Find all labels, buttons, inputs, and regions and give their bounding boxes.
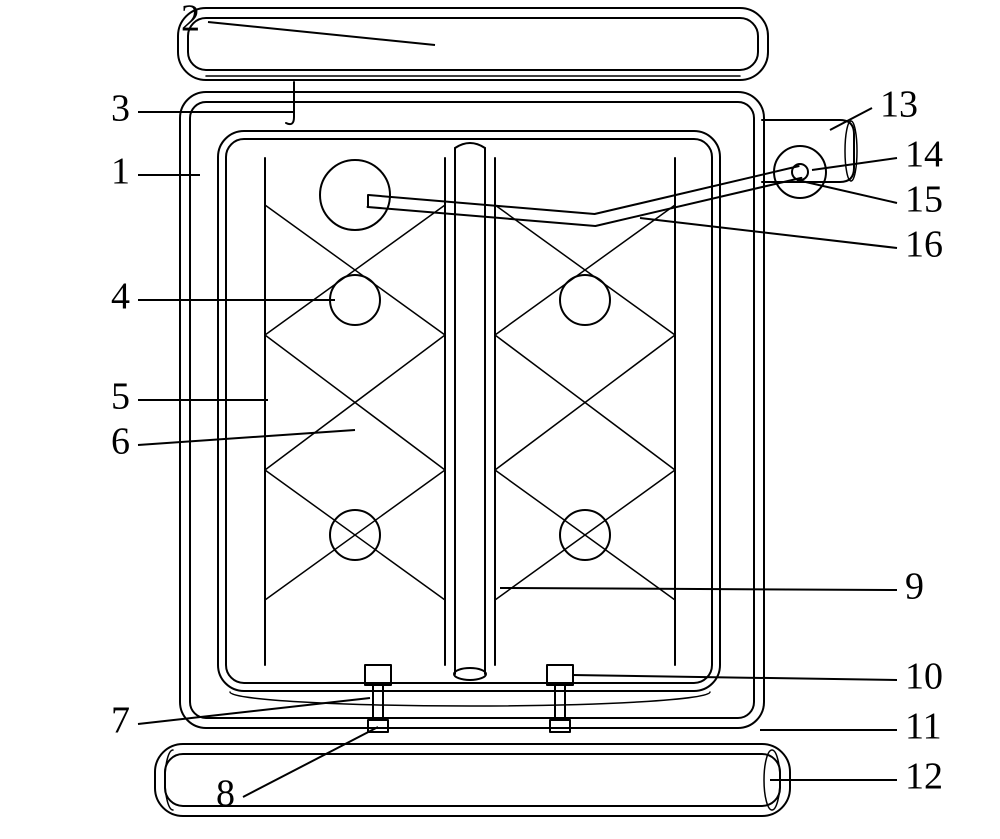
- callout-label-4: 4: [111, 276, 130, 318]
- callout-label-14: 14: [905, 134, 943, 176]
- leader-line: [243, 727, 378, 797]
- leader-line: [572, 675, 897, 680]
- leader-line: [797, 180, 897, 203]
- callout-label-8: 8: [216, 773, 235, 815]
- leader-line: [500, 588, 897, 590]
- leader-line: [138, 430, 355, 445]
- callout-label-1: 1: [111, 151, 130, 193]
- callout-label-7: 7: [111, 700, 130, 742]
- callout-label-2: 2: [181, 0, 200, 40]
- patent-figure: 23145678131415169101112: [0, 0, 1000, 839]
- leader-line: [208, 22, 435, 45]
- callout-label-9: 9: [905, 566, 924, 608]
- callout-label-16: 16: [905, 224, 943, 266]
- callout-label-12: 12: [905, 756, 943, 798]
- callout-label-15: 15: [905, 179, 943, 221]
- callout-label-5: 5: [111, 376, 130, 418]
- callout-label-13: 13: [880, 84, 918, 126]
- callout-label-11: 11: [905, 706, 942, 748]
- callout-label-10: 10: [905, 656, 943, 698]
- leader-line: [640, 218, 897, 248]
- leader-line: [138, 698, 370, 724]
- callout-label-3: 3: [111, 88, 130, 130]
- callout-label-6: 6: [111, 421, 130, 463]
